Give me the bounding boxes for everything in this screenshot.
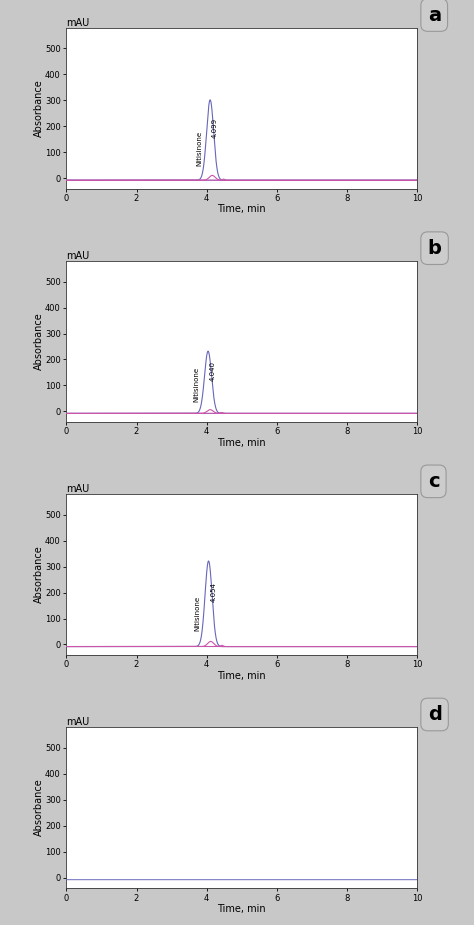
Text: a: a xyxy=(428,6,441,25)
Text: c: c xyxy=(428,472,439,491)
Text: 4.054: 4.054 xyxy=(210,582,216,602)
X-axis label: Time, min: Time, min xyxy=(218,904,266,914)
Text: d: d xyxy=(428,705,441,724)
Text: Nitisinone: Nitisinone xyxy=(194,596,201,631)
Text: 4.099: 4.099 xyxy=(212,118,218,139)
Text: b: b xyxy=(428,239,441,258)
Text: 4.040: 4.040 xyxy=(210,361,216,381)
X-axis label: Time, min: Time, min xyxy=(218,204,266,215)
X-axis label: Time, min: Time, min xyxy=(218,438,266,448)
Text: Nitisinone: Nitisinone xyxy=(196,130,202,166)
Text: mAU: mAU xyxy=(66,251,90,261)
Text: mAU: mAU xyxy=(66,484,90,494)
X-axis label: Time, min: Time, min xyxy=(218,671,266,681)
Text: Nitisinone: Nitisinone xyxy=(194,367,200,402)
Y-axis label: Absorbance: Absorbance xyxy=(34,779,44,836)
Text: mAU: mAU xyxy=(66,18,90,28)
Y-axis label: Absorbance: Absorbance xyxy=(34,80,44,137)
Y-axis label: Absorbance: Absorbance xyxy=(34,313,44,370)
Text: mAU: mAU xyxy=(66,717,90,727)
Y-axis label: Absorbance: Absorbance xyxy=(34,546,44,603)
